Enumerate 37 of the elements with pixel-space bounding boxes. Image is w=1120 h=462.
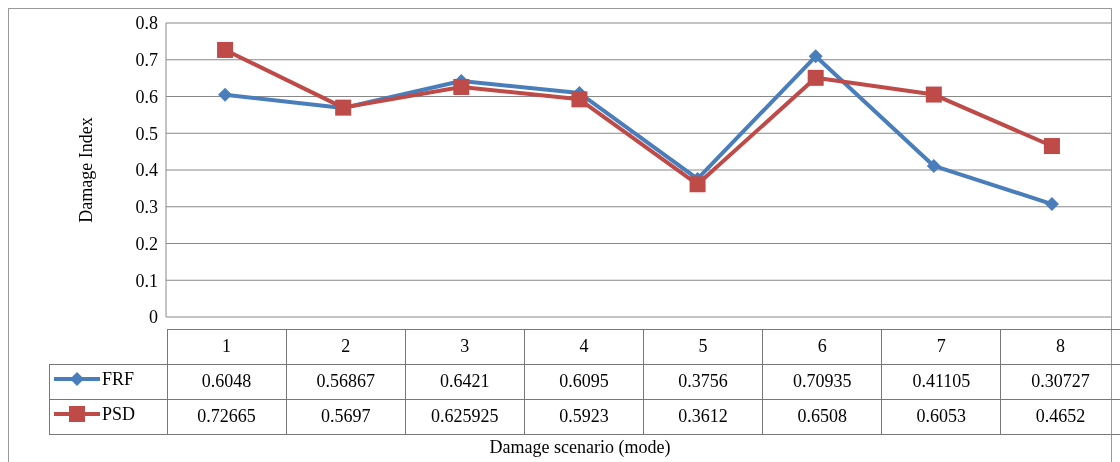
data-label: 0.72665	[167, 399, 287, 434]
y-tick-label: 0.3	[135, 197, 158, 218]
data-label: 0.70935	[762, 364, 882, 399]
x-tick-label: 2	[286, 329, 406, 364]
data-label: 0.6508	[762, 399, 882, 434]
y-tick-label: 0.2	[135, 233, 158, 254]
x-tick-label: 5	[643, 329, 763, 364]
y-tick-label: 0.8	[135, 13, 158, 34]
x-tick-label: 1	[167, 329, 287, 364]
data-label: 0.6421	[405, 364, 525, 399]
y-tick-label: 0.7	[135, 50, 158, 71]
x-tick-label: 4	[524, 329, 644, 364]
x-tick-label: 3	[405, 329, 525, 364]
x-axis-title: Damage scenario (mode)	[488, 436, 672, 458]
y-axis-title: Damage Index	[76, 117, 97, 223]
data-label: 0.625925	[405, 399, 525, 434]
data-label: 0.6053	[881, 399, 1001, 434]
x-tick-label: 6	[762, 329, 882, 364]
data-label: 0.3612	[643, 399, 763, 434]
y-tick-label: 0.4	[135, 160, 158, 181]
legend-label: PSD	[102, 403, 136, 425]
data-label: 0.5697	[286, 399, 406, 434]
data-label: 0.4652	[1000, 399, 1120, 434]
x-tick-label: 7	[881, 329, 1001, 364]
y-tick-label: 0	[149, 307, 158, 328]
y-tick-label: 0.1	[135, 270, 158, 291]
data-label: 0.3756	[643, 364, 763, 399]
x-tick-label: 8	[1000, 329, 1120, 364]
data-label: 0.5923	[524, 399, 644, 434]
y-tick-label: 0.6	[135, 86, 158, 107]
legend-label: FRF	[102, 368, 135, 390]
y-tick-label: 0.5	[135, 123, 158, 144]
data-label: 0.6095	[524, 364, 644, 399]
data-label: 0.30727	[1000, 364, 1120, 399]
data-label: 0.56867	[286, 364, 406, 399]
data-label: 0.6048	[167, 364, 287, 399]
data-label: 0.41105	[881, 364, 1001, 399]
